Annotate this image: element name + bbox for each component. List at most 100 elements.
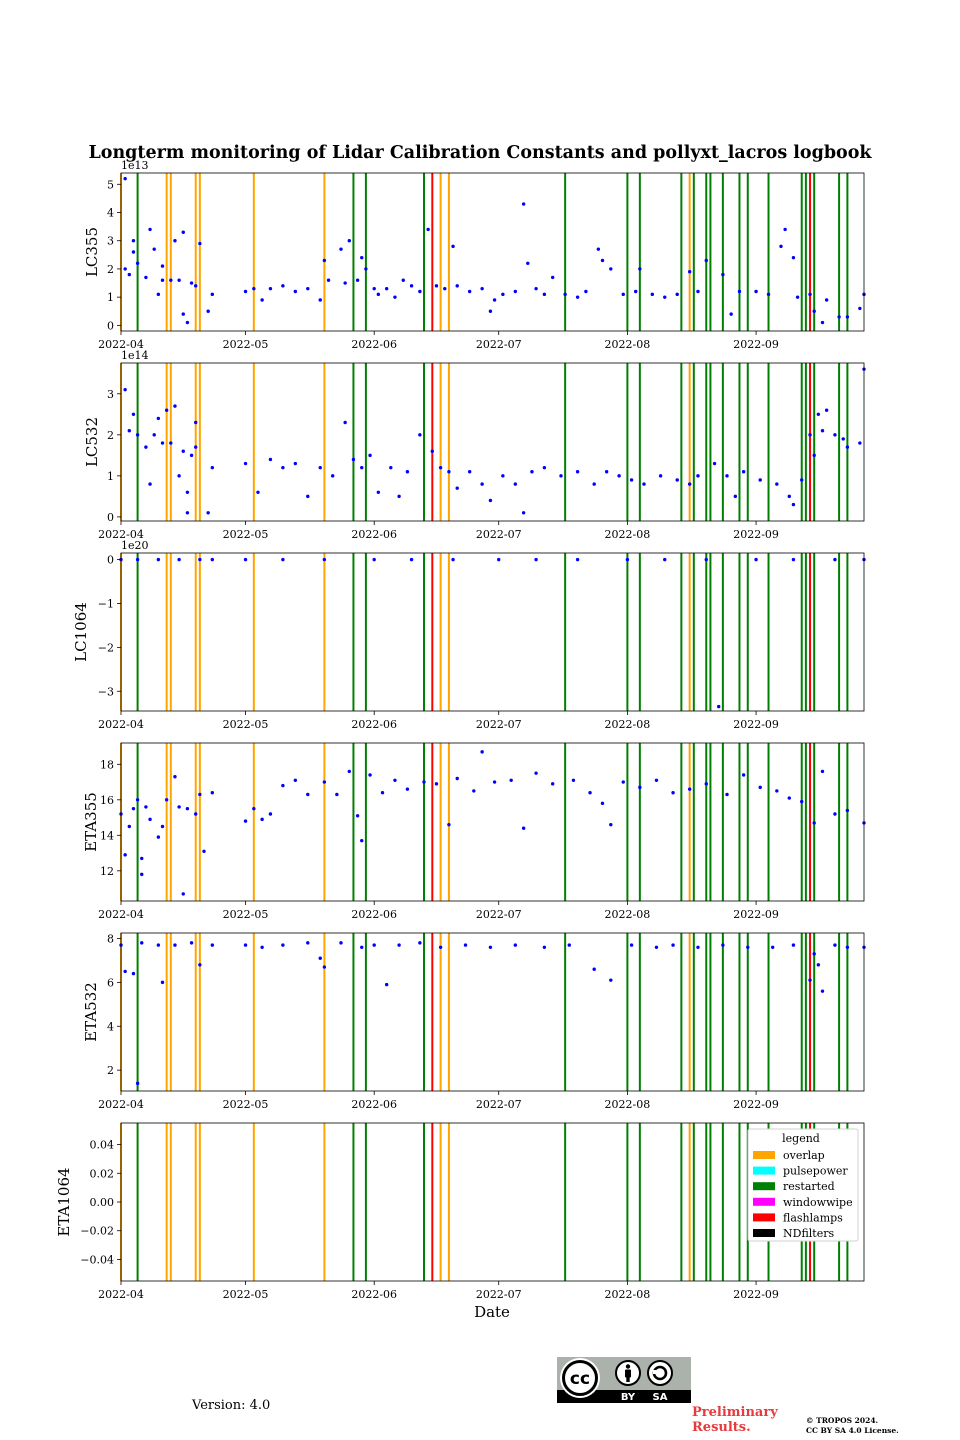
y-tick-label: 16: [100, 794, 114, 807]
data-point: [596, 247, 601, 251]
data-point: [575, 295, 580, 299]
x-tick-label: 2022-04: [98, 528, 144, 541]
panel-lc355: 0 1 2 3 4 5 1e13 LC355 2022-04 2022-05 2022-06 2022…: [83, 159, 866, 351]
plot-frame: [120, 932, 865, 1092]
data-point: [609, 822, 613, 827]
data-point: [550, 275, 555, 280]
y-tick-label: 14: [100, 829, 114, 842]
plot-frame: [120, 552, 865, 712]
data-point: [746, 945, 750, 949]
data-point: [766, 292, 771, 297]
data-point: [210, 943, 215, 947]
data-point: [397, 943, 401, 947]
copyright-line-2: CC BY SA 4.0 License.: [806, 1426, 899, 1435]
data-point: [185, 490, 190, 494]
data-point: [144, 275, 148, 280]
data-point: [617, 474, 621, 478]
legend-title: legend: [782, 1132, 820, 1145]
y-tick-label: 5: [107, 178, 114, 191]
data-point: [127, 824, 132, 829]
data-point: [638, 267, 642, 271]
data-point: [480, 482, 484, 486]
y-axis-label: LC355: [83, 227, 101, 277]
legend-label-NDfilters: NDfilters: [783, 1227, 834, 1240]
legend-label-flashlamps: flashlamps: [783, 1211, 843, 1224]
data-point: [194, 420, 198, 425]
x-tick-label: 2022-09: [733, 718, 779, 731]
x-tick-label: 2022-08: [605, 908, 651, 921]
y-offset-label: 1e13: [121, 159, 149, 172]
data-point: [189, 453, 194, 458]
y-offset-label: 1e14: [121, 349, 149, 362]
data-point: [326, 278, 331, 282]
data-point: [243, 819, 248, 823]
data-point: [318, 298, 322, 302]
data-point: [671, 943, 675, 947]
data-point: [135, 261, 140, 265]
data-point: [306, 286, 310, 291]
data-point: [368, 453, 372, 458]
data-point: [833, 812, 837, 816]
legend-swatch-restarted: [753, 1182, 775, 1191]
x-tick-label: 2022-06: [351, 908, 397, 921]
x-tick-label: 2022-06: [351, 1098, 397, 1111]
data-point: [509, 778, 513, 782]
y-tick-label: −1: [98, 597, 114, 610]
data-point: [260, 817, 264, 822]
chart-title: Longterm monitoring of Lidar Calibration…: [88, 143, 872, 163]
data-point: [343, 281, 347, 285]
data-point: [322, 780, 327, 784]
legend-label-pulsepower: pulsepower: [783, 1165, 848, 1178]
data-point: [783, 227, 787, 232]
data-point: [521, 511, 526, 515]
data-point: [135, 433, 140, 437]
legend-swatch-flashlamps: [753, 1213, 775, 1222]
data-point: [443, 286, 447, 291]
data-point: [526, 261, 530, 265]
data-point: [808, 978, 812, 982]
y-tick-label: 18: [100, 758, 114, 771]
data-point: [339, 941, 343, 945]
data-point: [123, 387, 127, 392]
cc-sa-label: SA: [653, 1392, 668, 1403]
data-point: [837, 315, 841, 319]
x-tick-label: 2022-04: [98, 1288, 144, 1301]
data-point: [144, 445, 148, 449]
data-point: [567, 943, 571, 947]
data-point: [135, 798, 140, 802]
data-point: [189, 281, 194, 285]
data-point: [845, 445, 850, 449]
data-point: [372, 286, 376, 291]
data-point: [430, 449, 435, 453]
data-point: [210, 465, 215, 470]
data-point: [372, 943, 376, 947]
data-point: [156, 416, 161, 421]
y-tick-label: 0: [107, 511, 114, 524]
data-point: [144, 805, 148, 809]
data-point: [592, 482, 596, 486]
data-point: [733, 494, 738, 499]
data-point: [467, 470, 472, 474]
data-point: [177, 278, 181, 282]
data-point: [775, 789, 779, 793]
data-point: [281, 557, 285, 562]
data-point: [389, 465, 393, 470]
y-tick-label: 1: [107, 291, 114, 304]
data-point: [671, 791, 675, 795]
data-point: [650, 292, 655, 297]
data-point: [173, 775, 177, 779]
data-point: [360, 465, 364, 470]
data-point: [306, 792, 310, 797]
y-tick-label: 4: [107, 207, 114, 220]
data-point: [571, 778, 576, 782]
data-point: [841, 437, 845, 441]
data-point: [281, 465, 285, 470]
data-point: [148, 817, 152, 822]
data-point: [434, 284, 439, 288]
plot-frame: [120, 172, 865, 332]
data-point: [140, 856, 144, 861]
data-point: [210, 292, 215, 297]
data-point: [322, 557, 327, 562]
x-tick-label: 2022-04: [98, 1098, 144, 1111]
data-point: [160, 278, 165, 282]
